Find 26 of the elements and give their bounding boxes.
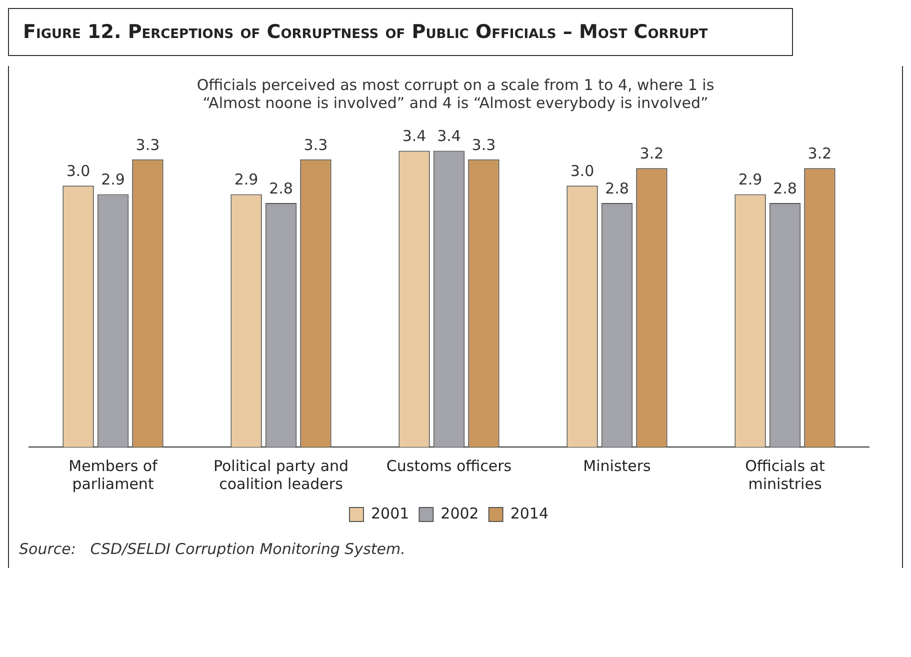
x-tick-label: Political party and coalition leaders xyxy=(213,456,349,493)
data-label: 2.8 xyxy=(269,179,293,198)
data-label: 3.0 xyxy=(570,162,594,180)
data-label: 3.2 xyxy=(640,144,664,163)
data-label: 2.9 xyxy=(234,170,258,189)
legend-label: 2014 xyxy=(510,504,549,522)
x-tick-label: Members of parliament xyxy=(68,456,158,493)
data-label: 3.3 xyxy=(304,136,328,154)
data-label: 3.0 xyxy=(66,162,90,180)
x-tick-label: Ministers xyxy=(583,456,652,475)
legend-label: 2002 xyxy=(440,504,479,522)
chart-title: Figure 12. Perceptions of Corruptness of Public Officials – Most Corrupt xyxy=(8,8,793,56)
data-label: 2.8 xyxy=(605,179,629,198)
data-label: 2.9 xyxy=(101,170,125,189)
data-label: 3.4 xyxy=(437,127,461,146)
data-label: 3.2 xyxy=(808,144,832,163)
data-label: 2.8 xyxy=(773,179,797,198)
source-note: Source: CSD/SELDI Corruption Monitoring System. xyxy=(19,540,406,558)
legend-label: 2001 xyxy=(370,504,410,522)
chart-subtitle: Officials perceived as most corrupt on a scale from 1 to 4, where 1 is “Almost noone is involved” and 4 is “Almost everybody is involved” xyxy=(196,76,716,112)
data-label: 3.3 xyxy=(472,136,496,154)
x-tick-label: Officials at ministries xyxy=(745,456,825,493)
data-label: 2.9 xyxy=(738,170,762,189)
x-tick-label: Customs officers xyxy=(386,456,512,475)
data-label: 3.4 xyxy=(402,127,426,146)
data-label: 3.3 xyxy=(136,136,160,154)
